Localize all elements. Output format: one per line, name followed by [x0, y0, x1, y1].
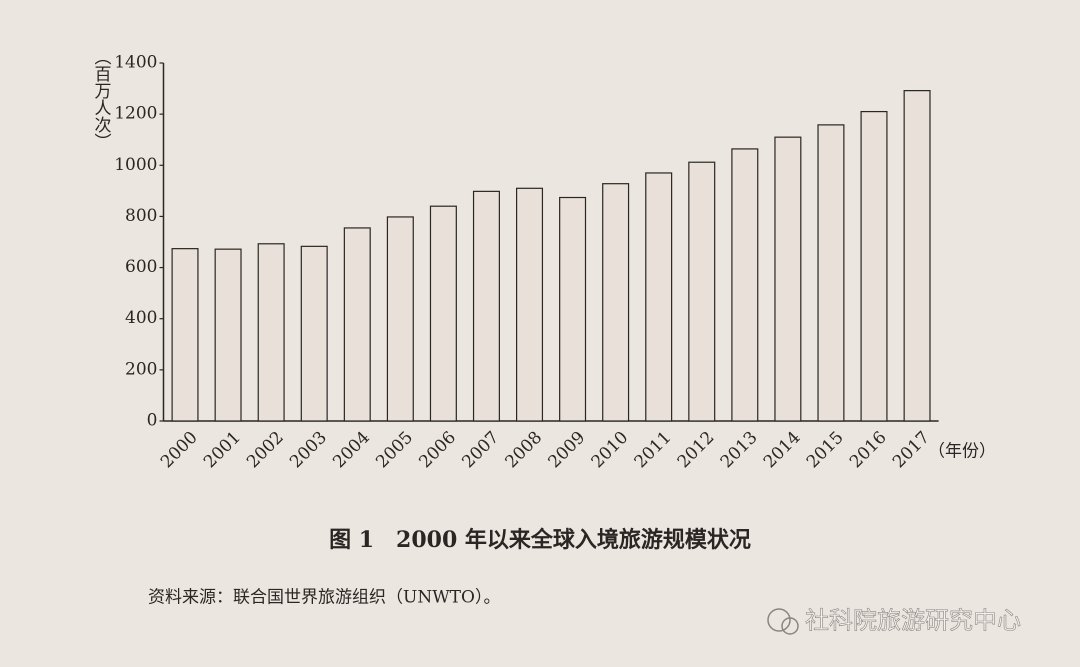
- y-tick-label: 600: [125, 257, 157, 277]
- bar: [559, 196, 587, 422]
- bar: [903, 90, 931, 422]
- x-axis-label: （年份）: [928, 442, 996, 462]
- bar: [817, 124, 845, 422]
- bar: [645, 172, 673, 422]
- bar: [472, 190, 500, 422]
- bar: [257, 243, 285, 422]
- bar: [774, 136, 802, 422]
- bar: [214, 248, 242, 422]
- bar: [688, 161, 716, 422]
- y-tick-label: 400: [125, 308, 157, 328]
- bar: [300, 245, 328, 422]
- y-tick-label: 1400: [114, 53, 157, 73]
- y-tick-label: 1200: [114, 104, 157, 124]
- bar: [731, 148, 759, 422]
- y-tick-label: 800: [125, 206, 157, 226]
- bar: [429, 205, 457, 422]
- y-tick-label: 1000: [114, 155, 157, 175]
- bar: [602, 183, 630, 422]
- bar: [386, 216, 414, 422]
- watermark: 社科院旅游研究中心: [805, 607, 1021, 635]
- watermark-icon: [767, 608, 799, 635]
- y-tick-label: 200: [125, 359, 157, 379]
- y-axis-label: （百万人次）: [91, 48, 112, 150]
- y-tick-label: 0: [147, 411, 158, 431]
- bar: [171, 248, 199, 422]
- bar: [516, 187, 544, 422]
- bar: [860, 110, 888, 422]
- chart-title: 图 1 2000 年以来全球入境旅游规模状况: [329, 527, 751, 553]
- source-note: 资料来源：联合国世界旅游组织（UNWTO）。: [148, 588, 500, 608]
- bar: [343, 227, 371, 422]
